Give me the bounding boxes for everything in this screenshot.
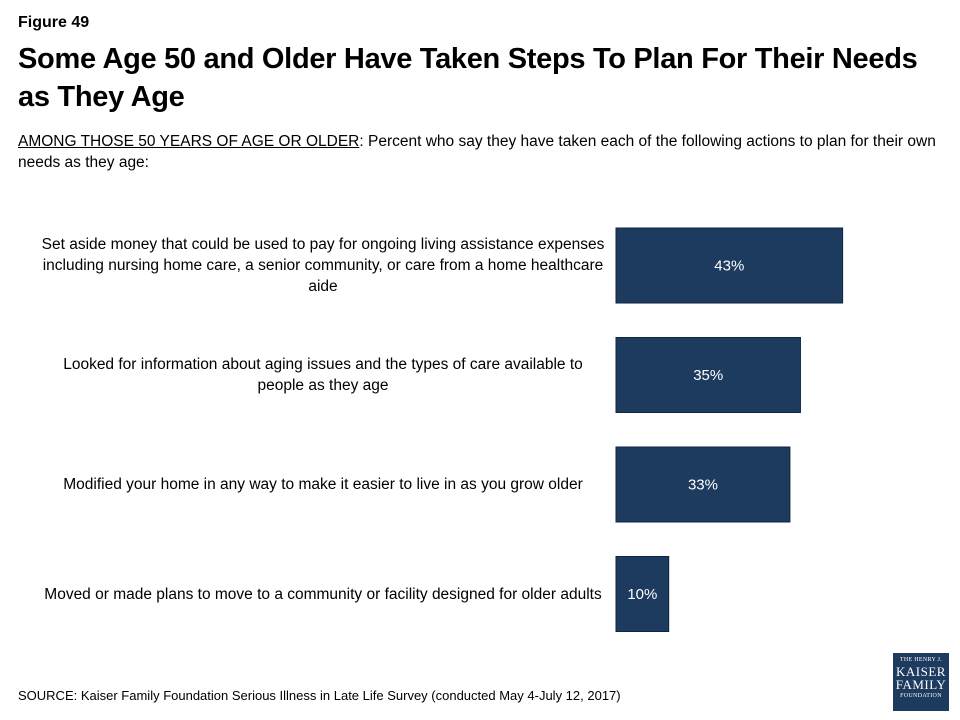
category-label-2: Looked for information about aging issue…	[63, 356, 583, 394]
logo-line-3: FAMILY	[895, 677, 947, 692]
bar-4	[615, 556, 670, 632]
bar-value-label-1: 43%	[714, 258, 744, 275]
chart-title: Some Age 50 and Older Have Taken Steps T…	[18, 43, 918, 113]
bar-1	[615, 227, 844, 304]
bar-3	[615, 446, 791, 523]
logo-line-1: THE HENRY J.	[899, 657, 943, 663]
kff-logo: THE HENRY J. KAISER FAMILY FOUNDATION	[893, 653, 949, 711]
source-note: SOURCE: Kaiser Family Foundation Serious…	[18, 688, 621, 703]
bar-value-label-2: 35%	[693, 367, 723, 384]
category-label-1: Set aside money that could be used to pa…	[41, 236, 605, 295]
bar-2	[615, 337, 801, 413]
bar-value-label-4: 10%	[627, 586, 657, 603]
logo-line-4: FOUNDATION	[900, 693, 942, 699]
subtitle-text: : Percent who say they have taken each o…	[18, 133, 936, 171]
logo-line-2: KAISER	[896, 664, 946, 679]
bar-value-label-3: 33%	[688, 477, 718, 494]
subtitle-emphasis: AMONG THOSE 50 YEARS OF AGE OR OLDER	[18, 133, 360, 150]
figure-label: Figure 49	[18, 14, 90, 31]
chart-subtitle: AMONG THOSE 50 YEARS OF AGE OR OLDER: Pe…	[18, 131, 938, 173]
category-label-4: Moved or made plans to move to a communi…	[44, 585, 602, 603]
category-label-3: Modified your home in any way to make it…	[63, 476, 583, 493]
